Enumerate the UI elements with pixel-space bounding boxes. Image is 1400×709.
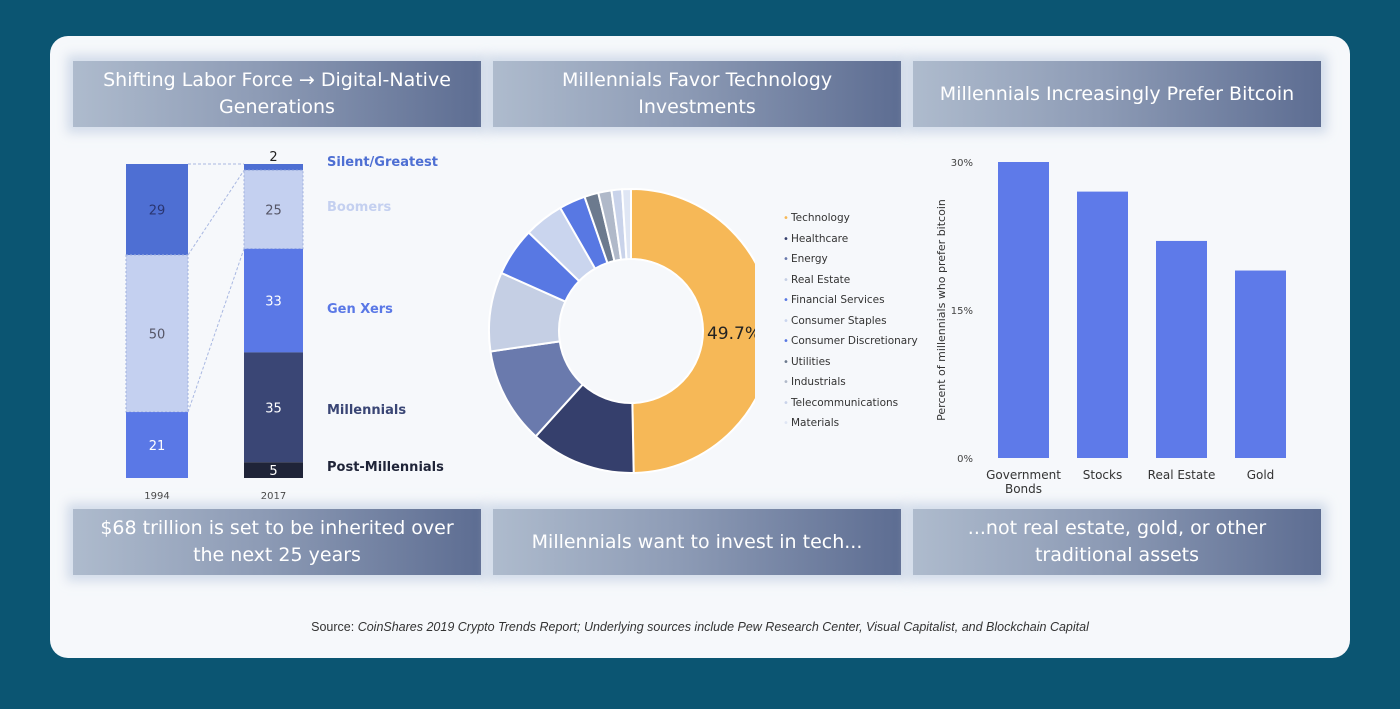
btc-category-label: Gold bbox=[1247, 468, 1275, 482]
gen-value-1994-1: 50 bbox=[149, 328, 166, 343]
legend-item-utilities: • Utilities bbox=[783, 356, 831, 368]
legend-item-healthcare: • Healthcare bbox=[783, 233, 848, 245]
banner-bitcoin: Millennials Increasingly Prefer Bitcoin bbox=[913, 61, 1321, 127]
gen-value-1994-2: 21 bbox=[149, 439, 166, 454]
legend-label: Consumer Discretionary bbox=[791, 335, 918, 347]
legend-item-technology: • Technology bbox=[783, 212, 850, 224]
legend-label: Healthcare bbox=[791, 232, 849, 245]
gen-value-2017-3: 35 bbox=[265, 401, 282, 416]
label-genx: Gen Xers bbox=[327, 302, 393, 317]
btc-bar-gold bbox=[1235, 270, 1286, 458]
gen-bar-2017-1 bbox=[243, 169, 304, 250]
legend-label: Materials bbox=[791, 417, 840, 429]
legend-marker: • bbox=[783, 213, 789, 224]
btc-ytick-label: 0% bbox=[957, 454, 973, 465]
bitcoin-preference-chart: 0% 15% 30% Percent of millennials who prefe… bbox=[935, 158, 1286, 496]
banner-inheritance-text: $68 trillion is set to be inherited over… bbox=[100, 517, 454, 566]
legend-item-telecommunications: • Telecommunications bbox=[783, 397, 898, 409]
legend-marker: • bbox=[783, 254, 789, 265]
donut-slice-technology bbox=[630, 187, 755, 474]
banner-labor-force: Shifting Labor Force → Digital-Native Ge… bbox=[73, 61, 481, 127]
gen-bar-2017-4 bbox=[244, 462, 303, 478]
donut-center-label: 49.7% bbox=[707, 324, 755, 344]
legend-item-consumer-discretionary: • Consumer Discretionary bbox=[783, 335, 918, 347]
gen-value-2017-1: 25 bbox=[265, 204, 282, 219]
gen-year-2017: 2017 bbox=[261, 491, 286, 502]
source-prefix: Source: bbox=[311, 620, 358, 634]
legend-marker: • bbox=[783, 377, 789, 388]
btc-category-label: Real Estate bbox=[1148, 468, 1216, 482]
infographic-card: Shifting Labor Force → Digital-Native Ge… bbox=[50, 36, 1350, 658]
legend-label: Technology bbox=[791, 212, 850, 224]
btc-category-label: Stocks bbox=[1083, 468, 1122, 482]
label-millennials: Millennials bbox=[327, 403, 407, 418]
gen-value-1994-0: 29 bbox=[149, 204, 166, 219]
legend-item-energy: • Energy bbox=[783, 253, 828, 265]
btc-ytick-label: 30% bbox=[951, 158, 973, 169]
legend-label: Real Estate bbox=[791, 273, 851, 286]
legend-marker: • bbox=[783, 418, 789, 429]
gen-bar-2017-2 bbox=[244, 248, 303, 353]
btc-category-label: Bonds bbox=[1005, 482, 1042, 496]
legend-marker: • bbox=[783, 336, 789, 347]
legend-label: Utilities bbox=[791, 355, 831, 368]
banner-invest-tech: Millennials want to invest in tech... bbox=[493, 509, 901, 575]
banner-labor-force-text: Shifting Labor Force → Digital-Native Ge… bbox=[103, 69, 451, 118]
btc-ytick-label: 15% bbox=[951, 306, 973, 317]
btc-bar-stocks bbox=[1077, 191, 1128, 458]
source-text: CoinShares 2019 Crypto Trends Report; Un… bbox=[357, 620, 1089, 634]
legend-item-industrials: • Industrials bbox=[783, 376, 846, 388]
gen-bar-1994-2 bbox=[126, 412, 188, 478]
gen-bar-1994-0 bbox=[126, 164, 188, 256]
gen-bar-1994-1 bbox=[125, 254, 189, 413]
legend-item-materials: • Materials bbox=[783, 417, 839, 429]
btc-y-axis-label: Percent of millennials who prefer bitcoi… bbox=[935, 199, 948, 421]
banner-tech-text: Millennials Favor Technology Investments bbox=[561, 69, 833, 118]
legend-marker: • bbox=[783, 356, 789, 368]
legend-marker: • bbox=[783, 274, 789, 286]
label-post-millennials: Post-Millennials bbox=[327, 460, 444, 475]
legend-marker: • bbox=[783, 315, 789, 327]
btc-bar-real-estate bbox=[1156, 240, 1207, 458]
gen-value-2017-2: 33 bbox=[265, 295, 282, 310]
gen-connector-line bbox=[187, 248, 245, 413]
btc-bar-government-bonds bbox=[998, 162, 1049, 458]
banner-not-real-estate: ...not real estate, gold, or other tradi… bbox=[913, 509, 1321, 575]
legend-marker: • bbox=[783, 295, 789, 306]
source-note: Source: CoinShares 2019 Crypto Trends Re… bbox=[50, 620, 1350, 634]
gen-bar-2017-3 bbox=[244, 352, 303, 463]
gen-bar-2017-0 bbox=[244, 164, 303, 171]
donut-slice-materials bbox=[621, 187, 632, 261]
legend-label: Energy bbox=[791, 253, 828, 265]
label-silent: Silent/Greatest bbox=[327, 155, 438, 170]
legend-item-consumer-staples: • Consumer Staples bbox=[783, 315, 887, 327]
banner-inheritance: $68 trillion is set to be inherited over… bbox=[73, 509, 481, 575]
gen-year-1994: 1994 bbox=[144, 491, 169, 502]
sector-donut-chart: 49.7% bbox=[488, 187, 755, 474]
legend-marker: • bbox=[783, 233, 789, 245]
label-boomers: Boomers bbox=[327, 200, 392, 215]
legend-item-real-estate: • Real Estate bbox=[783, 274, 850, 286]
legend-label: Consumer Staples bbox=[791, 314, 887, 327]
gen-connector-line bbox=[187, 170, 245, 256]
banner-not-real-estate-text: ...not real estate, gold, or other tradi… bbox=[967, 517, 1267, 566]
btc-category-label: Government bbox=[986, 468, 1061, 482]
generations-chart: 29 50 21 1994 2 25 33 35 5 2017 bbox=[125, 150, 304, 502]
banner-invest-text: Millennials want to invest in tech... bbox=[531, 530, 863, 553]
gen-value-2017-4: 5 bbox=[269, 464, 277, 479]
gen-value-2017-0: 2 bbox=[269, 150, 277, 165]
legend-item-financial-services: • Financial Services bbox=[783, 294, 885, 306]
banner-tech-investments: Millennials Favor Technology Investments bbox=[493, 61, 901, 127]
banner-bitcoin-text: Millennials Increasingly Prefer Bitcoin bbox=[939, 82, 1295, 105]
legend-label: Telecommunications bbox=[791, 396, 899, 409]
legend-label: Industrials bbox=[791, 376, 846, 388]
legend-marker: • bbox=[783, 397, 789, 409]
legend-label: Financial Services bbox=[791, 294, 885, 306]
